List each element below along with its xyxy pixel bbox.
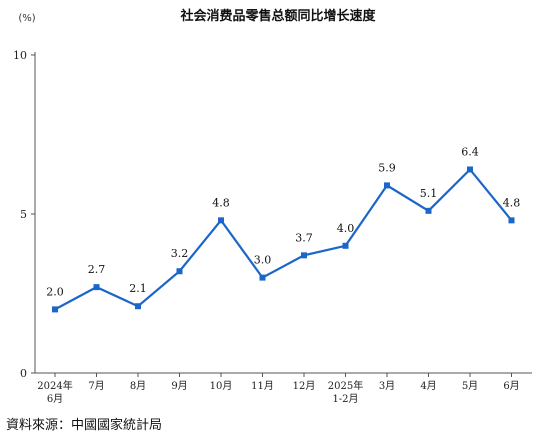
- x-tick-label: 10月: [210, 380, 233, 392]
- data-label: 5.9: [378, 161, 396, 174]
- x-tick-label: 3月: [379, 380, 395, 392]
- x-tick-label: 4月: [420, 380, 436, 392]
- data-point: [384, 182, 390, 189]
- data-label: 6.4: [461, 145, 479, 158]
- data-point: [467, 166, 473, 173]
- chart-title: 社会消费品零售总额同比增长速度: [179, 8, 376, 24]
- x-tick-label: 2025年: [328, 379, 363, 392]
- x-tick-label: 1-2月: [332, 393, 358, 405]
- data-point: [135, 303, 141, 310]
- data-point: [342, 242, 349, 249]
- x-tick-label: 5月: [462, 380, 478, 392]
- x-tick-label: 6月: [503, 380, 519, 392]
- data-point: [259, 274, 266, 281]
- data-label: 3.2: [171, 247, 189, 260]
- series-line: [54, 167, 513, 311]
- source-note: 資料來源：中國國家統計局: [6, 418, 163, 433]
- data-point: [218, 217, 224, 224]
- data-label: 4.8: [503, 196, 521, 209]
- data-point: [508, 217, 515, 224]
- y-tick-label: 10: [13, 49, 27, 62]
- data-label: 4.8: [212, 196, 230, 209]
- x-tick-label: 7月: [88, 380, 104, 392]
- data-label: 3.7: [295, 231, 313, 244]
- x-tick-label: 11月: [251, 380, 274, 392]
- data-point: [176, 268, 183, 275]
- data-point: [52, 306, 58, 313]
- y-tick-label: 5: [20, 208, 27, 221]
- data-label: 3.0: [254, 254, 272, 267]
- data-point: [93, 284, 100, 291]
- x-tick-label: 2024年: [37, 379, 72, 392]
- data-label: 2.7: [88, 263, 106, 276]
- x-tick-label: 8月: [130, 380, 146, 392]
- data-point: [425, 207, 432, 214]
- data-point: [301, 252, 307, 259]
- data-label: 4.0: [337, 222, 355, 235]
- data-label: 2.1: [129, 282, 147, 295]
- y-tick-label: 0: [20, 367, 27, 380]
- x-tick-label: 12月: [293, 380, 316, 392]
- x-tick-label: 6月: [47, 393, 63, 405]
- x-tick-label: 9月: [171, 380, 187, 392]
- data-label: 2.0: [46, 285, 64, 298]
- y-axis-unit: (%): [18, 13, 35, 24]
- data-label: 5.1: [420, 187, 438, 200]
